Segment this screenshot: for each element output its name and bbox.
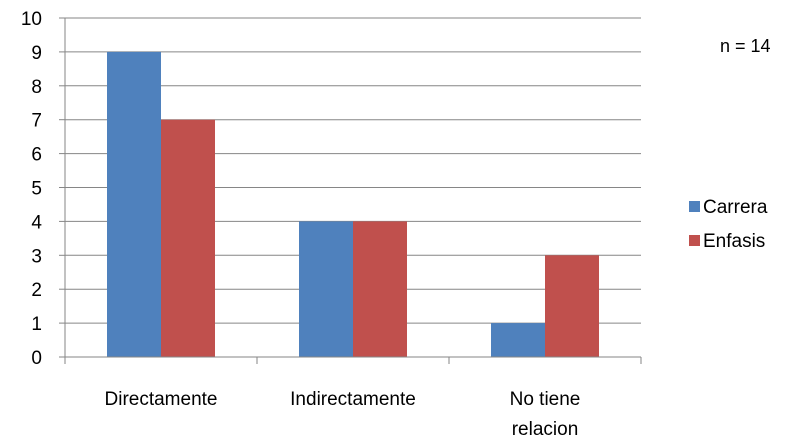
x-tick-labels: Directamente Indirectamente No tiene relaci… xyxy=(105,389,581,440)
bar-enfasis-1 xyxy=(161,119,215,357)
y-tick-label: 9 xyxy=(31,43,42,64)
bar-carrera-1 xyxy=(107,51,161,358)
legend-swatch-enfasis xyxy=(689,235,700,246)
legend-label-enfasis: Enfasis xyxy=(703,231,765,252)
y-tick-label: 6 xyxy=(31,145,42,166)
legend: Carrera Enfasis xyxy=(689,197,768,252)
y-tick-label: 10 xyxy=(21,9,42,30)
bar-enfasis-3 xyxy=(545,255,599,357)
bar-carrera-2 xyxy=(299,221,353,357)
bar-enfasis-2 xyxy=(353,221,407,357)
y-tick-label: 4 xyxy=(31,212,42,233)
legend-label-carrera: Carrera xyxy=(703,197,768,218)
y-tick-label: 1 xyxy=(31,314,42,335)
legend-swatch-carrera xyxy=(689,201,700,212)
y-tick-label: 2 xyxy=(31,280,42,301)
y-tick-label: 0 xyxy=(31,348,42,369)
sample-size-annotation: n = 14 xyxy=(720,36,771,56)
x-tick-label: Indirectamente xyxy=(290,389,416,410)
bar-carrera-3 xyxy=(491,323,545,357)
bars xyxy=(107,51,599,358)
y-tick-label: 8 xyxy=(31,77,42,98)
y-tick-label: 5 xyxy=(31,179,42,200)
y-tick-label: 7 xyxy=(31,111,42,132)
y-tick-labels: 0 1 2 3 4 5 6 7 8 9 10 xyxy=(21,9,43,369)
x-tick-label: Directamente xyxy=(105,389,218,410)
axes xyxy=(59,17,642,364)
y-tick-label: 3 xyxy=(31,246,42,267)
x-tick-label: No tiene relacion xyxy=(510,389,581,440)
